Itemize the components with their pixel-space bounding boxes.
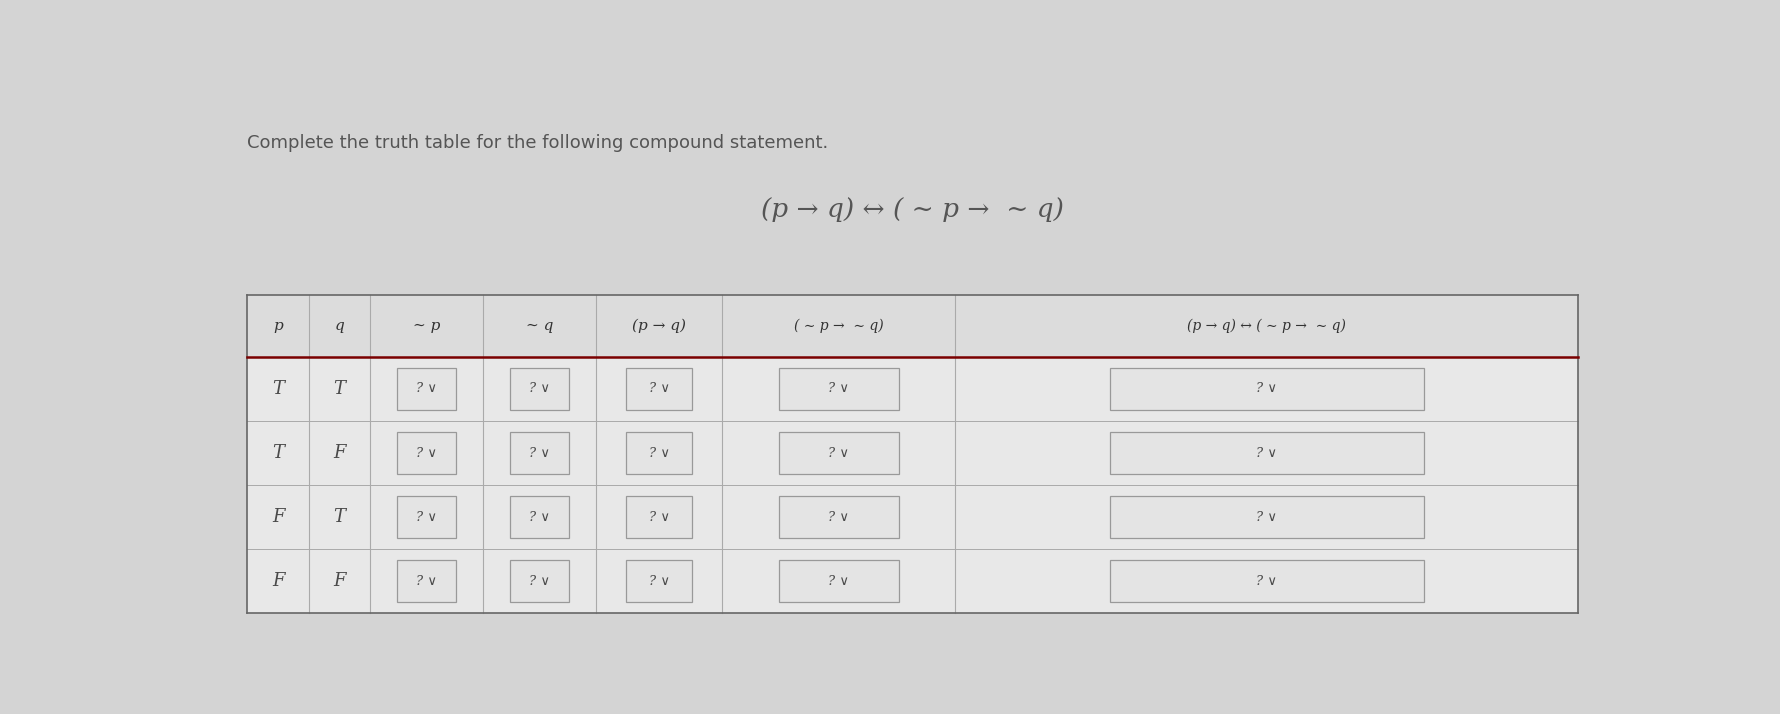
Text: ? ∨: ? ∨ <box>648 575 669 588</box>
Bar <box>247 485 1577 549</box>
Text: ? ∨: ? ∨ <box>417 383 436 396</box>
FancyBboxPatch shape <box>780 368 897 410</box>
FancyBboxPatch shape <box>1109 368 1422 410</box>
FancyBboxPatch shape <box>1109 560 1422 603</box>
Text: ? ∨: ? ∨ <box>1255 383 1276 396</box>
FancyBboxPatch shape <box>1109 432 1422 474</box>
FancyBboxPatch shape <box>780 496 897 538</box>
Text: (p → q) ↔ ( ∼ p →  ∼ q): (p → q) ↔ ( ∼ p → ∼ q) <box>760 197 1064 222</box>
Text: (p → q) ↔ ( ∼ p →  ∼ q): (p → q) ↔ ( ∼ p → ∼ q) <box>1187 318 1346 333</box>
FancyBboxPatch shape <box>627 496 692 538</box>
Text: ? ∨: ? ∨ <box>529 511 550 523</box>
Text: ? ∨: ? ∨ <box>1255 446 1276 460</box>
Text: ∼ q: ∼ q <box>525 318 554 333</box>
Text: ? ∨: ? ∨ <box>529 446 550 460</box>
Bar <box>247 549 1577 613</box>
Text: F: F <box>333 444 345 462</box>
Text: ∼ p: ∼ p <box>413 318 440 333</box>
FancyBboxPatch shape <box>509 432 570 474</box>
Bar <box>247 295 1577 613</box>
FancyBboxPatch shape <box>397 560 456 603</box>
Text: ? ∨: ? ∨ <box>417 575 436 588</box>
Text: Complete the truth table for the following compound statement.: Complete the truth table for the followi… <box>247 134 828 152</box>
Bar <box>247 295 1577 357</box>
Text: T: T <box>272 444 285 462</box>
Text: F: F <box>272 508 285 526</box>
Text: T: T <box>333 508 345 526</box>
FancyBboxPatch shape <box>397 432 456 474</box>
Text: ? ∨: ? ∨ <box>828 383 849 396</box>
Text: ? ∨: ? ∨ <box>529 575 550 588</box>
Text: ? ∨: ? ∨ <box>648 383 669 396</box>
Text: F: F <box>333 573 345 590</box>
Text: ? ∨: ? ∨ <box>828 446 849 460</box>
FancyBboxPatch shape <box>509 496 570 538</box>
FancyBboxPatch shape <box>627 368 692 410</box>
Text: ? ∨: ? ∨ <box>648 446 669 460</box>
Text: ? ∨: ? ∨ <box>1255 575 1276 588</box>
Text: ? ∨: ? ∨ <box>417 446 436 460</box>
Bar <box>247 421 1577 485</box>
FancyBboxPatch shape <box>780 560 897 603</box>
Text: q: q <box>335 318 344 333</box>
FancyBboxPatch shape <box>509 560 570 603</box>
FancyBboxPatch shape <box>780 432 897 474</box>
Text: ? ∨: ? ∨ <box>648 511 669 523</box>
FancyBboxPatch shape <box>627 560 692 603</box>
FancyBboxPatch shape <box>397 368 456 410</box>
Text: T: T <box>333 380 345 398</box>
Text: T: T <box>272 380 285 398</box>
Text: ? ∨: ? ∨ <box>828 511 849 523</box>
Text: p: p <box>272 318 283 333</box>
FancyBboxPatch shape <box>1109 496 1422 538</box>
Text: ? ∨: ? ∨ <box>529 383 550 396</box>
Text: (p → q): (p → q) <box>632 318 685 333</box>
FancyBboxPatch shape <box>509 368 570 410</box>
Text: F: F <box>272 573 285 590</box>
Text: ( ∼ p →  ∼ q): ( ∼ p → ∼ q) <box>794 318 883 333</box>
Text: ? ∨: ? ∨ <box>828 575 849 588</box>
FancyBboxPatch shape <box>627 432 692 474</box>
Bar <box>247 357 1577 421</box>
FancyBboxPatch shape <box>397 496 456 538</box>
Text: ? ∨: ? ∨ <box>417 511 436 523</box>
Text: ? ∨: ? ∨ <box>1255 511 1276 523</box>
